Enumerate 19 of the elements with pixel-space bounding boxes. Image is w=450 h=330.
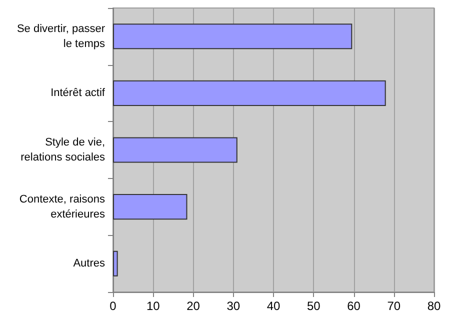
x-tick-label: 30	[226, 299, 240, 313]
x-tick-label: 20	[186, 299, 200, 313]
x-tick-label: 10	[146, 299, 160, 313]
x-tick-label: 40	[266, 299, 280, 313]
bar	[113, 24, 352, 50]
bar	[113, 137, 238, 163]
y-tick-label: Contexte, raisons extérieures	[19, 193, 106, 220]
x-tick-label: 0	[110, 299, 117, 313]
x-tick-label: 60	[347, 299, 361, 313]
y-tick-label: Se divertir, passer le temps	[16, 22, 106, 50]
y-tick-label: Style de vie, relations sociales	[20, 136, 106, 164]
y-tick-label: Autres	[73, 258, 106, 270]
bar	[113, 250, 118, 276]
x-tick-label: 70	[387, 299, 401, 313]
y-tick-label: Intérêt actif	[50, 87, 106, 100]
x-tick-label: 50	[306, 299, 321, 313]
x-tick-label: 80	[427, 299, 441, 313]
bar	[113, 80, 386, 106]
bar	[113, 194, 188, 220]
